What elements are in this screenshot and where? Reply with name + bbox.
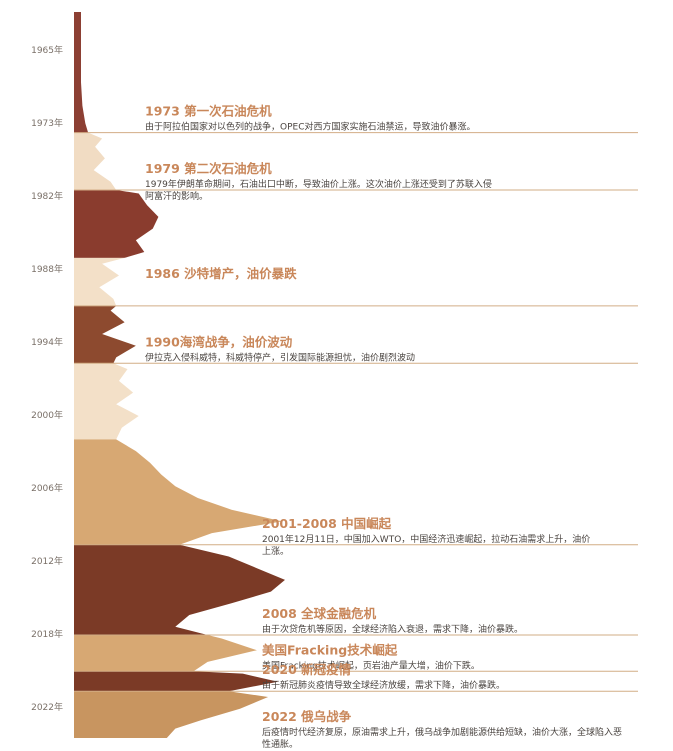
- event-title: 1986 沙特增产，油价暴跌: [145, 266, 297, 281]
- event-annotations: 1973 第一次石油危机由于阿拉伯国家对以色列的战争，OPEC对西方国家实施石油…: [145, 104, 622, 750]
- event-title: 2020 新冠疫情: [262, 662, 352, 677]
- event-description: 后疫情时代经济复原，原油需求上升，俄乌战争加剧能源供给短缺，油价大涨，全球陷入恶: [262, 726, 622, 738]
- year-tick-label: 2012年: [31, 555, 63, 567]
- event-description: 上涨。: [262, 546, 289, 557]
- event-description: 伊拉克入侵科威特，科威特停产，引发国际能源担忧，油价剧烈波动: [145, 351, 415, 363]
- price-area-period-10: [74, 691, 285, 738]
- event-dividers: [74, 132, 638, 692]
- event-description: 由于阿拉伯国家对以色列的战争，OPEC对西方国家实施石油禁运，导致油价暴涨。: [145, 121, 475, 133]
- year-tick-label: 1988年: [31, 263, 63, 275]
- price-area-period-5: [74, 363, 285, 440]
- year-tick-label: 1994年: [31, 336, 63, 348]
- event-title: 1979 第二次石油危机: [145, 161, 272, 176]
- year-tick-label: 2018年: [31, 628, 63, 640]
- event-title: 2022 俄乌战争: [262, 709, 352, 724]
- event-description: 由于次贷危机等原因，全球经济陷入衰退，需求下降，油价暴跌。: [262, 623, 523, 635]
- event-title: 1990海湾战争，油价波动: [145, 334, 293, 349]
- event-description: 性通胀。: [262, 738, 298, 750]
- event-description: 美国Fracking技术崛起，页岩油产量大增，油价下跌。: [262, 659, 480, 671]
- year-tick-label: 1973年: [31, 117, 63, 129]
- price-area-period-9: [74, 671, 285, 692]
- year-tick-label: 2022年: [31, 701, 63, 713]
- price-area-period-6: [74, 439, 285, 545]
- year-tick-label: 2006年: [31, 482, 63, 494]
- price-area: [74, 12, 285, 738]
- price-area-period-8: [74, 635, 285, 672]
- event-description: 由于新冠肺炎疫情导致全球经济放缓，需求下降，油价暴跌。: [262, 679, 505, 691]
- year-tick-label: 1982年: [31, 190, 63, 202]
- year-axis: 1965年 1973年 1982年 1988年 1994年 2000年 2006年 2012年…: [31, 44, 63, 713]
- year-tick-label: 1965年: [31, 44, 63, 56]
- event-title: 2001-2008 中国崛起: [262, 516, 392, 531]
- event-title: 2008 全球金融危机: [262, 606, 377, 621]
- event-title: 1973 第一次石油危机: [145, 104, 272, 119]
- price-area-period-7: [74, 544, 285, 635]
- year-tick-label: 2000年: [31, 409, 63, 421]
- event-description: 2001年12月11日，中国加入WTO，中国经济迅速崛起，拉动石油需求上升，油价: [262, 533, 590, 545]
- event-description: 阿富汗的影响。: [145, 190, 208, 202]
- event-title: 美国Fracking技术崛起: [262, 642, 398, 657]
- event-description: 1979年伊朗革命期间，石油出口中断，导致油价上涨。这次油价上涨还受到了苏联入侵: [145, 178, 492, 190]
